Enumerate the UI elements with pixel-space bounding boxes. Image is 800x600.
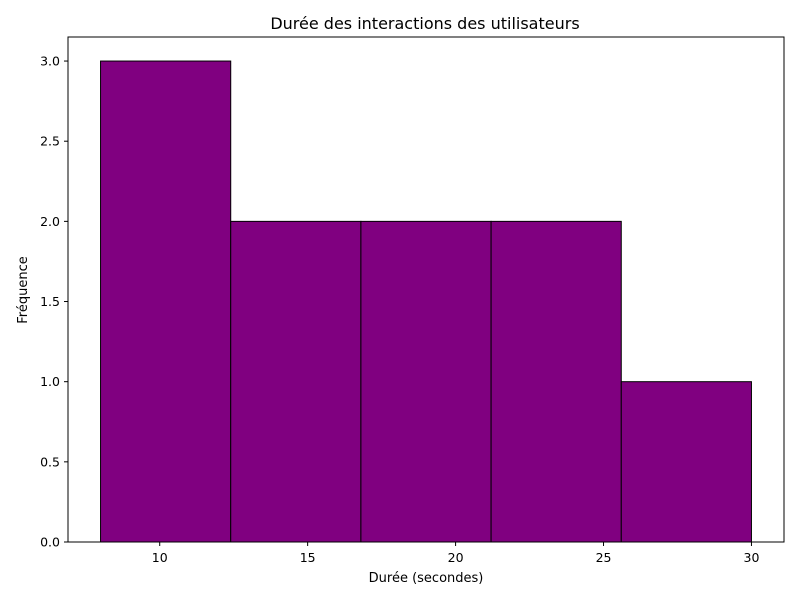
- y-axis-ticks: 0.0 0.5 1.0 1.5 2.0 2.5 3.0: [40, 54, 68, 550]
- y-axis-label: Fréquence: [16, 256, 31, 323]
- x-tick-label: 25: [596, 550, 612, 565]
- plot-frame: [67, 36, 785, 543]
- x-tick-label: 15: [300, 550, 316, 565]
- x-tick-label: 30: [744, 550, 760, 565]
- x-axis-ticks: 10 15 20 25 30: [152, 542, 760, 565]
- x-tick-label: 20: [448, 550, 464, 565]
- histogram-bar-1: [100, 60, 232, 543]
- y-tick-label: 1.0: [40, 374, 60, 389]
- histogram-bar-2: [230, 220, 362, 543]
- y-tick-label: 2.0: [40, 214, 60, 229]
- y-tick-label: 2.5: [40, 134, 60, 149]
- x-axis-label: Durée (secondes): [369, 571, 484, 586]
- y-tick-label: 1.5: [40, 294, 60, 309]
- y-tick-label: 0.5: [40, 454, 60, 469]
- histogram-bar-4: [490, 220, 622, 543]
- y-tick-label: 3.0: [40, 54, 60, 69]
- chart-title: Durée des interactions des utilisateurs: [270, 14, 579, 33]
- histogram-bar-3: [360, 220, 492, 543]
- bars-group: [100, 60, 752, 543]
- x-tick-label: 10: [152, 550, 168, 565]
- y-tick-label: 0.0: [40, 535, 60, 550]
- histogram-bar-5: [620, 381, 752, 543]
